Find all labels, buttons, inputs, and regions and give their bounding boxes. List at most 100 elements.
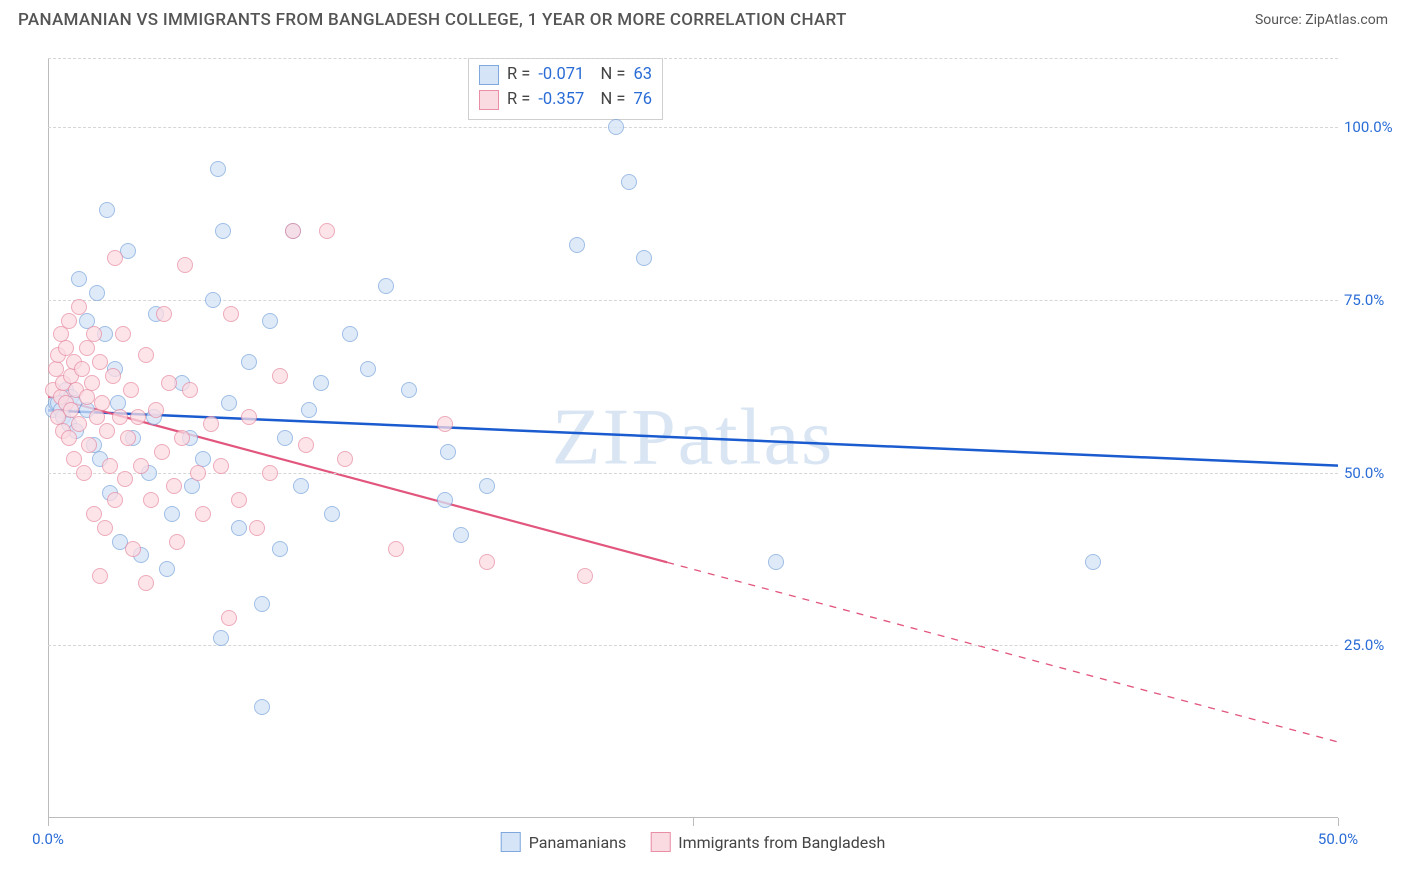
legend-n-value: 76	[633, 88, 652, 113]
x-tick	[693, 818, 694, 826]
data-point	[84, 375, 100, 391]
data-point	[166, 478, 182, 494]
watermark: ZIPatlas	[552, 393, 835, 484]
data-point	[99, 202, 115, 218]
data-point	[453, 527, 469, 543]
data-point	[337, 451, 353, 467]
data-point	[89, 409, 105, 425]
data-point	[195, 506, 211, 522]
data-point	[479, 554, 495, 570]
legend-n-label: N =	[592, 88, 625, 113]
y-tick-label: 75.0%	[1344, 291, 1404, 309]
data-point	[133, 458, 149, 474]
data-point	[169, 534, 185, 550]
data-point	[241, 409, 257, 425]
data-point	[123, 382, 139, 398]
x-tick-label: 50.0%	[1318, 830, 1358, 848]
data-point	[205, 292, 221, 308]
legend-r-value: -0.071	[538, 63, 584, 88]
data-point	[223, 306, 239, 322]
data-point	[130, 409, 146, 425]
data-point	[301, 402, 317, 418]
data-point	[148, 402, 164, 418]
data-point	[74, 361, 90, 377]
data-point	[213, 630, 229, 646]
data-point	[71, 416, 87, 432]
legend-n-value: 63	[633, 63, 652, 88]
data-point	[342, 326, 358, 342]
source-label: Source: ZipAtlas.com	[1255, 12, 1388, 28]
data-point	[285, 223, 301, 239]
data-point	[117, 471, 133, 487]
data-point	[440, 444, 456, 460]
data-point	[262, 465, 278, 481]
x-tick	[48, 818, 49, 826]
data-point	[159, 561, 175, 577]
data-point	[120, 430, 136, 446]
data-point	[89, 285, 105, 301]
data-point	[221, 610, 237, 626]
data-point	[71, 271, 87, 287]
chart-title: PANAMANIAN VS IMMIGRANTS FROM BANGLADESH…	[18, 10, 847, 30]
y-tick-label: 50.0%	[1344, 464, 1404, 482]
gridline	[48, 473, 1338, 474]
data-point	[94, 395, 110, 411]
data-point	[636, 250, 652, 266]
data-point	[138, 575, 154, 591]
data-point	[174, 430, 190, 446]
data-point	[378, 278, 394, 294]
data-point	[71, 299, 87, 315]
data-point	[213, 458, 229, 474]
data-point	[190, 465, 206, 481]
legend-row: R = -0.357 N = 76	[479, 88, 652, 113]
data-point	[360, 361, 376, 377]
data-point	[61, 313, 77, 329]
data-point	[262, 313, 278, 329]
data-point	[577, 568, 593, 584]
chart-container: College, 1 year or more ZIPatlas R = -0.…	[0, 40, 1406, 892]
data-point	[105, 368, 121, 384]
correlation-legend: R = -0.071 N = 63R = -0.357 N = 76	[468, 58, 663, 120]
data-point	[81, 437, 97, 453]
trend-line-extrapolated	[667, 562, 1338, 742]
legend-label: Immigrants from Bangladesh	[678, 833, 885, 852]
data-point	[319, 223, 335, 239]
data-point	[156, 306, 172, 322]
data-point	[97, 520, 113, 536]
data-point	[92, 568, 108, 584]
data-point	[272, 541, 288, 557]
data-point	[231, 492, 247, 508]
data-point	[125, 541, 141, 557]
plot-area: ZIPatlas R = -0.071 N = 63R = -0.357 N =…	[48, 58, 1338, 818]
data-point	[241, 354, 257, 370]
legend-label: Panamanians	[529, 833, 627, 852]
data-point	[184, 478, 200, 494]
legend-item: Panamanians	[501, 832, 627, 852]
data-point	[76, 465, 92, 481]
data-point	[154, 444, 170, 460]
legend-r-label: R =	[507, 63, 530, 88]
data-point	[66, 451, 82, 467]
data-point	[254, 699, 270, 715]
data-point	[569, 237, 585, 253]
data-point	[249, 520, 265, 536]
data-point	[479, 478, 495, 494]
data-point	[231, 520, 247, 536]
data-point	[215, 223, 231, 239]
data-point	[608, 119, 624, 135]
data-point	[437, 416, 453, 432]
data-point	[115, 326, 131, 342]
data-point	[61, 430, 77, 446]
data-point	[621, 174, 637, 190]
data-point	[182, 382, 198, 398]
legend-r-value: -0.357	[538, 88, 584, 113]
legend-row: R = -0.071 N = 63	[479, 63, 652, 88]
data-point	[79, 340, 95, 356]
data-point	[298, 437, 314, 453]
data-point	[102, 458, 118, 474]
data-point	[388, 541, 404, 557]
data-point	[277, 430, 293, 446]
data-point	[86, 326, 102, 342]
data-point	[107, 250, 123, 266]
data-point	[164, 506, 180, 522]
